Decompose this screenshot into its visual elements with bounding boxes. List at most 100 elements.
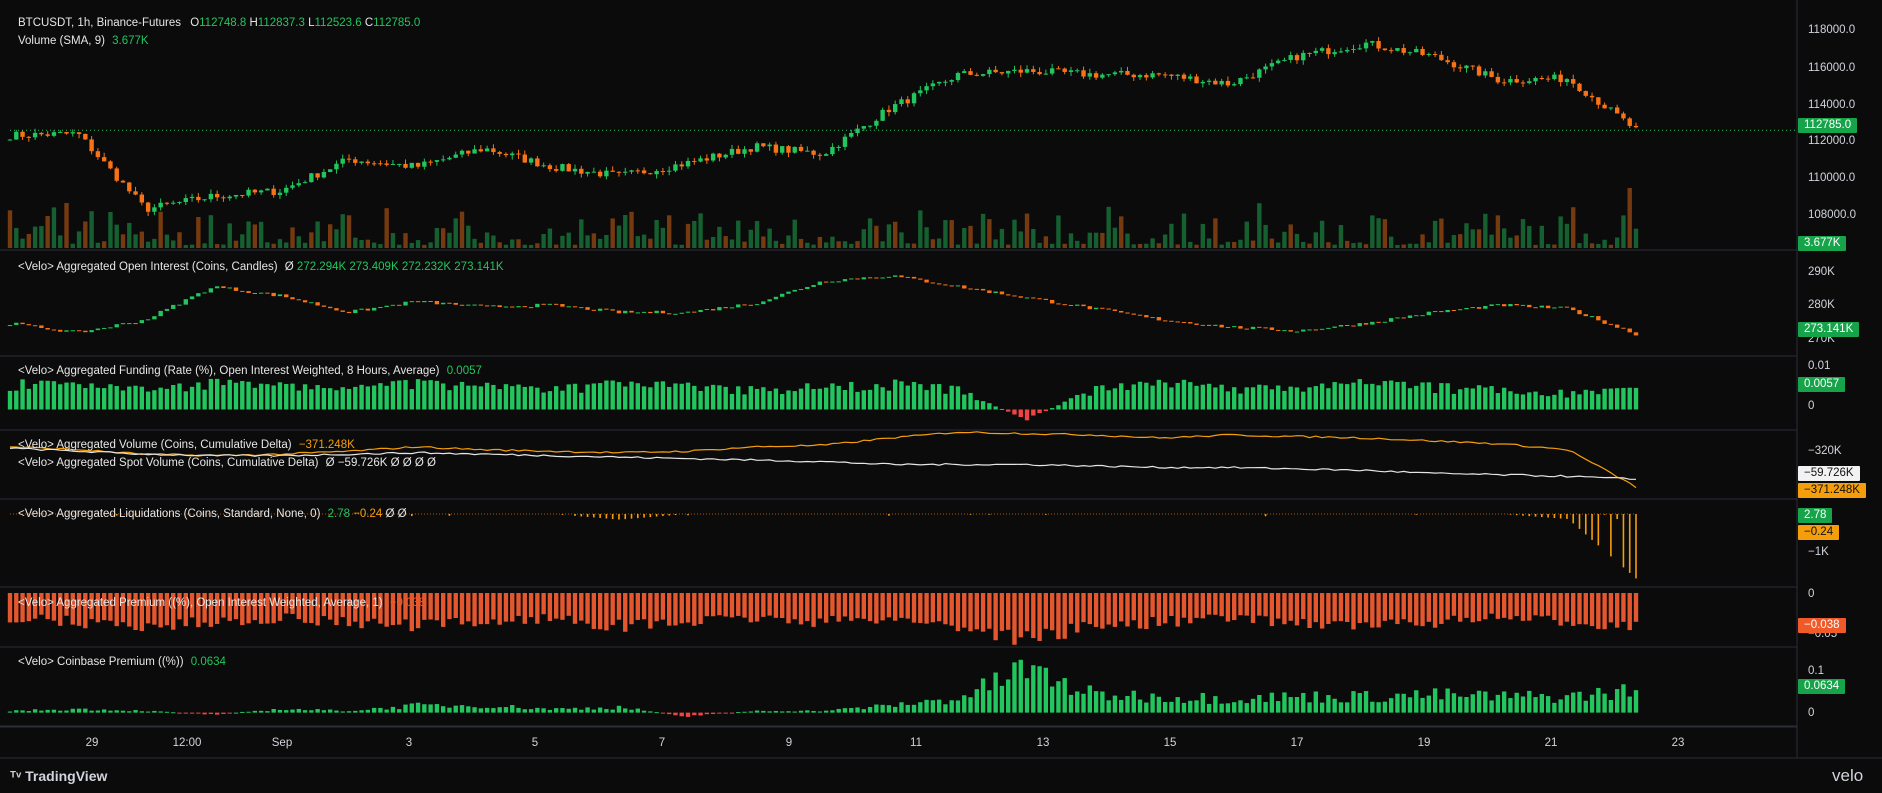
price-candle	[566, 164, 571, 172]
oi-candle	[101, 327, 107, 329]
coinbase-bar	[472, 707, 477, 713]
premium-bar	[1288, 593, 1293, 621]
price-candle	[378, 163, 383, 165]
tradingview-logo[interactable]: ᵀᵛ TradingView	[10, 768, 107, 784]
oi-candle	[497, 305, 502, 308]
premium-bar	[943, 593, 948, 625]
price-candle	[428, 161, 433, 163]
oi-candle	[761, 301, 766, 305]
oi-candle	[1363, 323, 1369, 325]
volume-bar	[1037, 242, 1042, 248]
premium-bar	[1100, 593, 1105, 629]
premium-bar	[101, 593, 107, 621]
oi-candle	[1194, 323, 1199, 325]
volume-bar	[353, 237, 358, 248]
volume-bar	[1533, 244, 1538, 248]
price-candle	[1627, 118, 1632, 126]
coinbase-bar	[1583, 700, 1588, 713]
funding-bar	[1087, 395, 1093, 410]
coinbase-bar	[1357, 693, 1362, 713]
funding-bar	[629, 381, 634, 410]
premium-bar	[1564, 593, 1570, 622]
volume-bar	[1326, 242, 1331, 248]
volume-bar	[484, 232, 490, 248]
coinbase-bar	[152, 710, 157, 713]
coinbase-bar	[1263, 701, 1268, 713]
funding-bar	[566, 384, 571, 410]
volume-bar	[717, 226, 722, 248]
funding-bar	[936, 384, 942, 410]
price-candle	[1571, 79, 1576, 84]
coinbase-bar	[1326, 695, 1331, 713]
premium-bar	[1363, 593, 1369, 623]
oi-candle	[597, 308, 603, 311]
premium-bar	[1388, 593, 1394, 620]
oi-candle	[1351, 325, 1356, 327]
funding-bar	[1483, 387, 1488, 410]
price-candle	[698, 158, 703, 162]
volume-bar	[340, 214, 345, 248]
volume-bar	[171, 240, 176, 248]
oi-candle	[1596, 316, 1601, 321]
oi-candle	[510, 306, 515, 308]
oi-candle	[1533, 307, 1538, 309]
premium-bar	[503, 593, 509, 622]
oi-candle	[516, 306, 521, 308]
price-candle	[660, 171, 666, 173]
funding-bar	[729, 393, 735, 410]
price-candle	[830, 146, 835, 155]
price-candle	[717, 153, 722, 158]
oi-candle	[1571, 307, 1576, 311]
funding-bar	[284, 383, 289, 410]
funding-bar	[1313, 386, 1319, 410]
volume-bar	[1608, 244, 1614, 248]
oi-candle	[1407, 315, 1413, 318]
funding-bar	[1489, 386, 1494, 410]
funding-bar	[867, 389, 873, 410]
coinbase-bar	[1470, 694, 1475, 713]
premium-bar	[987, 593, 992, 629]
price-candle	[867, 125, 873, 127]
premium-bar	[39, 593, 44, 615]
funding-bar	[780, 394, 785, 410]
premium-bar	[1357, 593, 1362, 623]
funding-bar	[101, 388, 107, 410]
oi-candle	[974, 288, 979, 290]
volume-bar	[685, 223, 691, 248]
volume-bar	[45, 215, 50, 248]
volume-bar	[1401, 244, 1406, 248]
oi-candle	[1282, 330, 1287, 332]
oi-candle	[1200, 324, 1206, 326]
price-candle	[1175, 74, 1180, 76]
premium-bar	[227, 593, 232, 621]
liq-bar	[888, 514, 890, 516]
coinbase-bar	[1125, 696, 1130, 713]
premium-bar	[139, 593, 145, 631]
oi-candle	[936, 283, 942, 285]
funding-bar	[811, 388, 816, 410]
price-candle	[101, 157, 107, 162]
oi-candle	[673, 313, 678, 315]
volume-bar	[76, 231, 82, 248]
funding-bar	[1552, 394, 1557, 410]
volume-bar	[127, 222, 132, 248]
price-candle	[980, 74, 986, 76]
premium-bar	[296, 593, 301, 620]
price-candle	[943, 81, 948, 83]
coinbase-bar	[171, 712, 176, 714]
oi-candle	[1213, 324, 1218, 326]
coinbase-bar	[1049, 686, 1055, 713]
oi-candle	[1464, 307, 1469, 310]
funding-bar	[1388, 380, 1394, 410]
price-candle	[572, 168, 578, 172]
premium-bar	[893, 593, 898, 621]
volume-bar	[861, 229, 866, 248]
coinbase-bar	[736, 712, 741, 714]
price-candle	[1589, 95, 1595, 98]
volume-bar	[1219, 244, 1224, 248]
premium-bar	[660, 593, 666, 620]
premium-bar	[962, 593, 967, 628]
premium-bar	[553, 593, 559, 619]
premium-bar	[45, 593, 50, 620]
